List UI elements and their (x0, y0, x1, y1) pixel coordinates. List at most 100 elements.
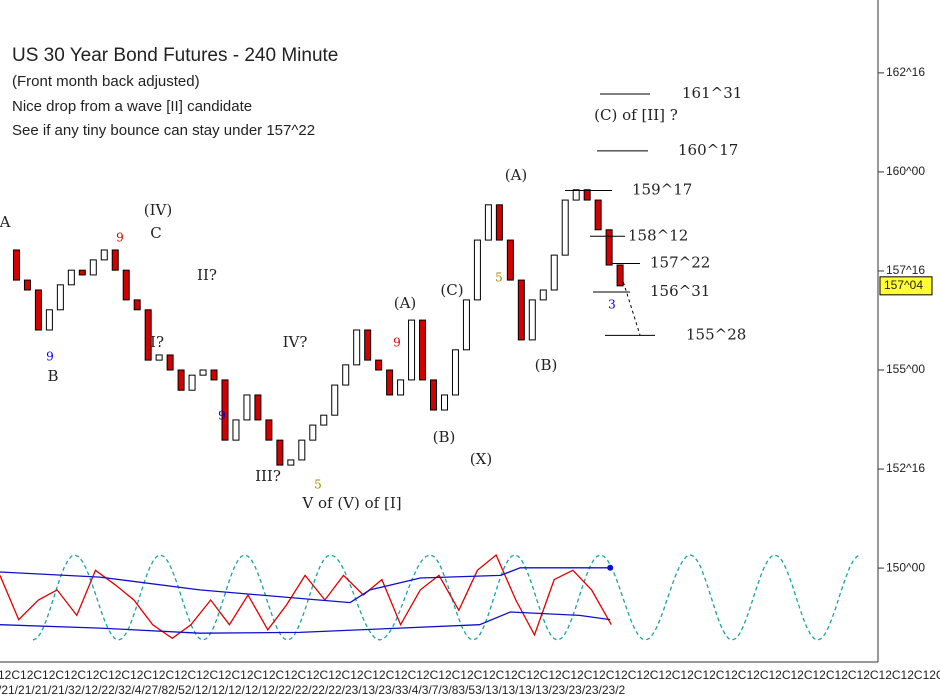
candle-body (572, 189, 580, 201)
candle-body (517, 279, 525, 341)
candle-body (210, 369, 218, 381)
candle-body (45, 309, 53, 331)
candle-body (583, 189, 591, 201)
x-axis-label: 12C12C12C12C12C12C12C12C12C12C12C12C12C1… (0, 668, 940, 682)
candle-body (528, 299, 536, 341)
candle-body (342, 364, 350, 386)
level-label: 156^31 (650, 282, 710, 300)
candle-body (364, 329, 372, 361)
wave-label: I? (150, 333, 164, 351)
note: Nice drop from a wave [II] candidate (12, 98, 252, 115)
candle-body (430, 379, 438, 411)
x-axis-label: /21/21/21/21/32/12/22/32/4/27/82/52/12/1… (0, 683, 626, 697)
candle-body (419, 319, 427, 381)
candle-body (265, 419, 273, 441)
level-label: 158^12 (628, 226, 688, 244)
candle-body (484, 204, 492, 241)
wave-label: A (0, 213, 11, 231)
candle-body (221, 379, 229, 441)
oscillator-line (0, 567, 611, 604)
y-tick-label: 157^16 (886, 263, 925, 277)
candle-body (331, 384, 339, 416)
candle-body (166, 354, 174, 371)
level-label: 160^17 (678, 141, 738, 159)
candle-body (133, 299, 141, 311)
y-tick-label: 152^16 (886, 461, 925, 475)
oscillator-line (0, 611, 611, 634)
candle-body (440, 394, 448, 411)
wave-label: III? (255, 467, 281, 485)
candle-body (309, 424, 317, 441)
y-tick-label: 160^00 (886, 164, 925, 178)
wave-label: 3 (608, 298, 616, 312)
wave-label: 9 (218, 409, 226, 423)
wave-label: (C) of [II] ? (594, 106, 678, 124)
candle-body (473, 239, 481, 301)
wave-label: C (150, 224, 161, 242)
candle-body (397, 379, 405, 396)
wave-label: (X) (470, 450, 492, 468)
wave-label: 5 (495, 271, 503, 285)
wave-label: II? (197, 266, 217, 284)
candle-body (287, 459, 295, 466)
y-tick-label: 155^00 (886, 362, 925, 376)
candle-body (298, 439, 306, 461)
wave-label: (A) (394, 294, 417, 312)
candle-body (155, 354, 163, 361)
chart-title: US 30 Year Bond Futures - 240 Minute (12, 45, 338, 66)
wave-label: 5 (314, 478, 322, 492)
candle-body (561, 199, 569, 256)
candle-body (122, 269, 130, 301)
note: (Front month back adjusted) (12, 73, 200, 90)
candle-body (276, 439, 284, 466)
wave-label: V of (V) of [I] (301, 494, 401, 512)
candle-body (495, 204, 503, 241)
candle-body (188, 374, 196, 391)
candle-body (539, 289, 547, 301)
wave-label: 9 (116, 231, 124, 245)
wave-label: (B) (433, 428, 456, 446)
candle-body (34, 289, 42, 331)
level-label: 159^17 (632, 181, 692, 199)
cycle-line (32, 554, 861, 641)
y-tick-label: 162^16 (886, 65, 925, 79)
wave-label: IV? (283, 333, 308, 351)
oscillator-line (0, 553, 612, 640)
wave-label: (A) (505, 166, 528, 184)
candle-body (550, 254, 558, 291)
wave-label: 9 (393, 336, 401, 350)
candle-body (254, 394, 262, 421)
candle-body (386, 369, 394, 396)
wave-label: (B) (535, 356, 558, 374)
level-label: 157^22 (650, 254, 710, 272)
candle-body (67, 269, 75, 286)
candle-body (23, 279, 31, 291)
candle-body (12, 249, 20, 281)
candle-body (78, 269, 86, 276)
candle-body (375, 359, 383, 371)
candle-body (462, 299, 470, 351)
candle-body (605, 229, 613, 266)
level-label: 161^31 (682, 84, 742, 102)
candle-body (89, 259, 97, 276)
candle-body (243, 394, 251, 421)
y-tick-label: 150^00 (886, 560, 925, 574)
wave-label: 9 (46, 350, 54, 364)
wave-label: (C) (440, 281, 463, 299)
candle-body (353, 329, 361, 366)
candle-body (100, 249, 108, 261)
candle-body (199, 369, 207, 376)
candle-body (451, 349, 459, 396)
candle-body (144, 309, 152, 361)
candle-body (594, 199, 602, 231)
candle-body (616, 264, 624, 287)
wave-label: (IV) (144, 201, 172, 219)
candle-body (232, 419, 240, 441)
candle-body (177, 369, 185, 391)
last-price-label: 157^04 (884, 278, 923, 292)
last-price-box (879, 276, 933, 296)
candle-body (320, 414, 328, 426)
